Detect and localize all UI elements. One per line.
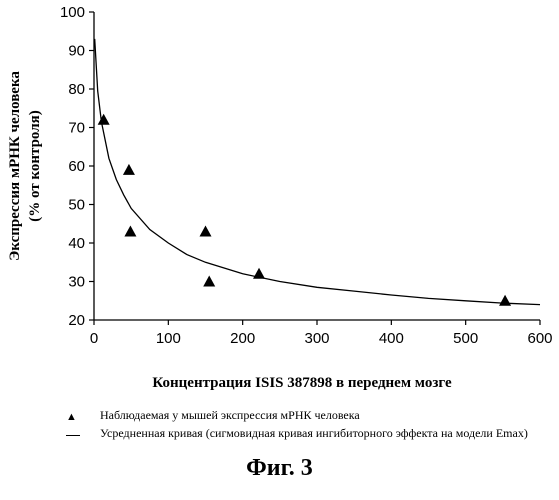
data-point-triangle <box>200 225 212 236</box>
data-points-layer <box>98 114 511 306</box>
y-tick-label: 100 <box>60 4 85 21</box>
y-tick-label: 90 <box>68 43 85 60</box>
x-tick-label: 100 <box>156 330 181 347</box>
data-point-triangle <box>123 164 135 175</box>
triangle-marker-icon: ▲ <box>66 410 77 425</box>
x-tick-label: 500 <box>453 330 478 347</box>
fit-curve-line <box>95 39 540 305</box>
line-icon <box>66 435 80 436</box>
x-axis: 0 100 200 300 400 500 600 <box>90 320 553 347</box>
data-point-triangle <box>203 276 215 287</box>
legend-label-fit: Усредненная кривая (сигмовидная кривая и… <box>100 426 540 441</box>
legend-item-fit: Усредненная кривая (сигмовидная кривая и… <box>66 426 540 441</box>
fit-curve-layer <box>95 39 540 305</box>
y-tick-label: 50 <box>68 197 85 214</box>
data-point-triangle <box>124 225 136 236</box>
y-tick-label: 30 <box>68 274 85 291</box>
x-tick-label: 400 <box>379 330 404 347</box>
figure-caption: Фиг. 3 <box>0 455 559 482</box>
y-tick-label: 40 <box>68 235 85 252</box>
legend-label-observed: Наблюдаемая у мышей экспрессия мРНК чело… <box>100 408 540 423</box>
y-tick-label: 60 <box>68 158 85 175</box>
x-tick-label: 300 <box>304 330 329 347</box>
y-tick-label: 20 <box>68 312 85 329</box>
legend: ▲ Наблюдаемая у мышей экспрессия мРНК че… <box>66 408 540 441</box>
x-tick-label: 0 <box>90 330 98 347</box>
x-tick-label: 200 <box>230 330 255 347</box>
data-point-triangle <box>499 295 511 306</box>
y-tick-label: 80 <box>68 81 85 98</box>
legend-item-observed: ▲ Наблюдаемая у мышей экспрессия мРНК че… <box>66 408 540 425</box>
chart: 2030405060708090100 0100200300400500600 … <box>0 0 559 400</box>
data-point-triangle <box>98 114 110 125</box>
y-tick-label: 70 <box>68 120 85 137</box>
x-tick-label: 600 <box>527 330 552 347</box>
x-axis-title: Концентрация ISIS 387898 в переднем мозг… <box>152 375 452 391</box>
data-point-triangle <box>253 268 265 279</box>
y-axis-title-line1: Экспрессия мРНК человека <box>7 71 23 261</box>
y-axis: 20 30 40 50 60 70 80 90 100 <box>60 4 94 329</box>
y-axis-title-line2: (% от контроля) <box>27 110 43 221</box>
